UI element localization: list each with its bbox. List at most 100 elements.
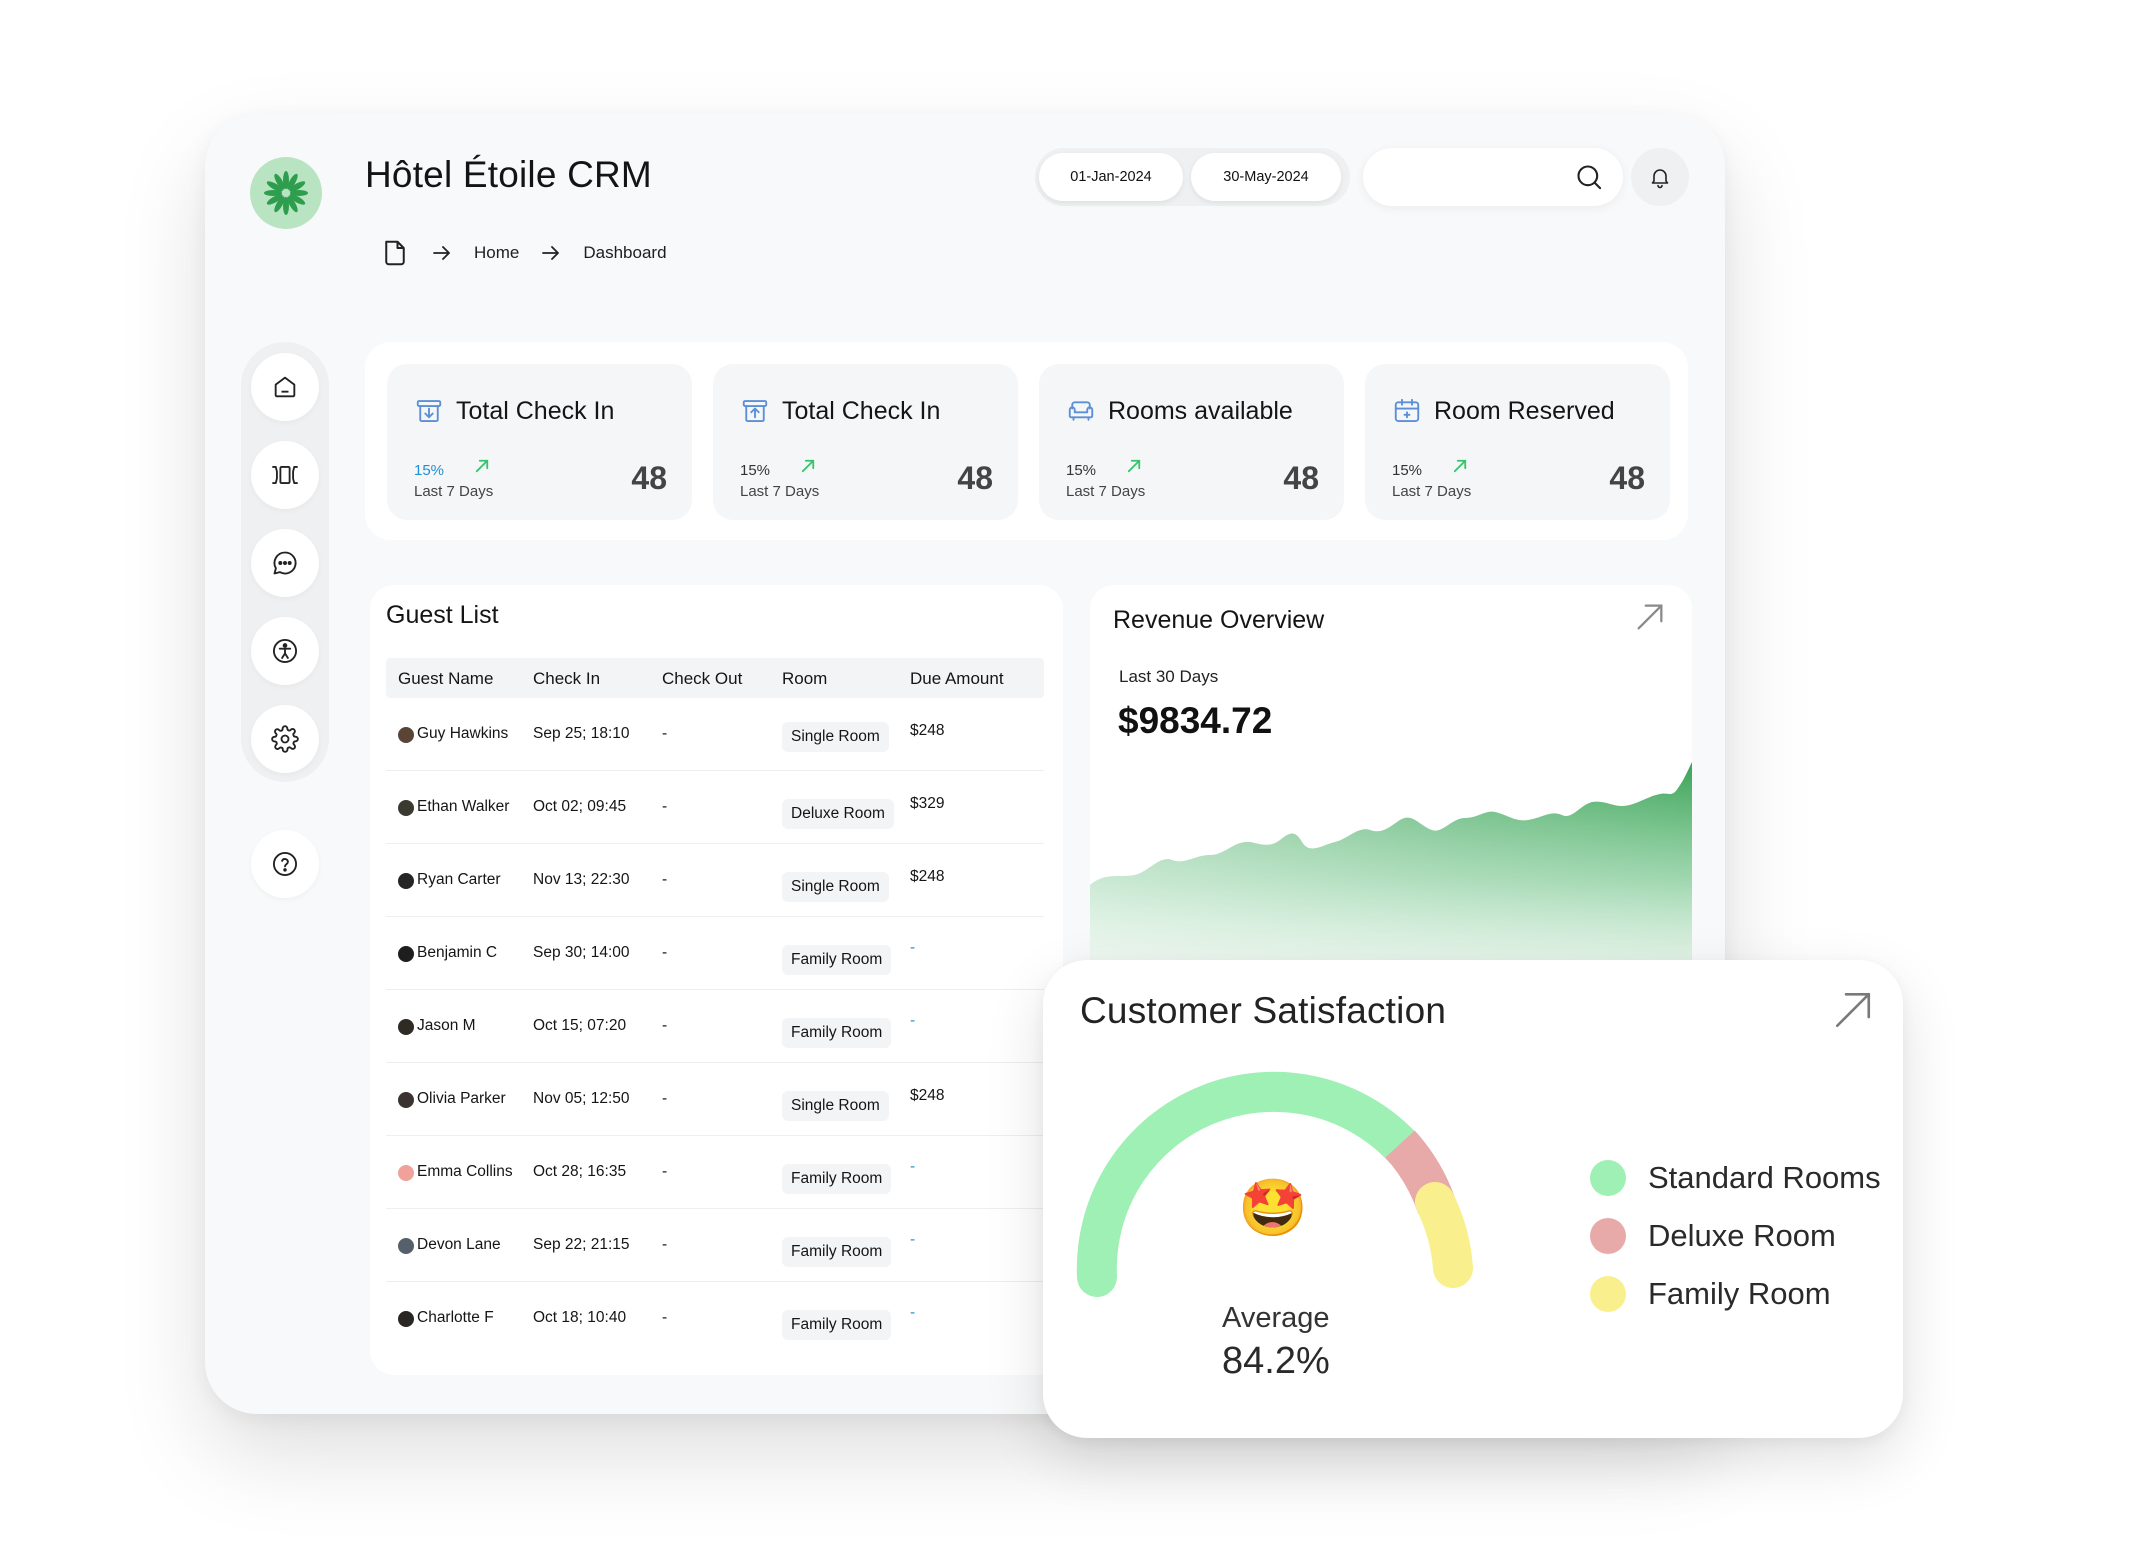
expand-arrow-icon[interactable] bbox=[1832, 989, 1874, 1031]
check-in-time: Sep 22; 21:15 bbox=[533, 1236, 630, 1253]
due-amount: $329 bbox=[910, 795, 945, 812]
table-row[interactable]: Ethan Walker Oct 02; 09:45 - Deluxe Room… bbox=[386, 771, 1044, 844]
trend-up-icon bbox=[801, 459, 815, 473]
check-in-icon bbox=[416, 400, 442, 422]
avatar bbox=[398, 1165, 414, 1181]
table-row[interactable]: Jason M Oct 15; 07:20 - Family Room - bbox=[386, 990, 1044, 1063]
table-row[interactable]: Guy Hawkins Sep 25; 18:10 - Single Room … bbox=[386, 698, 1044, 771]
check-out-time: - bbox=[662, 798, 668, 815]
stat-card-total-check-in-2[interactable]: Total Check In 15% Last 7 Days 48 bbox=[713, 364, 1018, 520]
guest-name: Ethan Walker bbox=[417, 798, 510, 815]
legend-dot bbox=[1590, 1218, 1626, 1254]
help-button[interactable] bbox=[251, 830, 319, 898]
trend-up-icon bbox=[475, 459, 489, 473]
column-header[interactable]: Room bbox=[782, 669, 828, 688]
column-header[interactable]: Check Out bbox=[662, 669, 743, 688]
room-badge: Single Room bbox=[782, 1091, 889, 1121]
table-row[interactable]: Charlotte F Oct 18; 10:40 - Family Room … bbox=[386, 1282, 1044, 1355]
date-range-picker: 01-Jan-2024 30-May-2024 bbox=[1035, 148, 1350, 206]
guest-list-panel bbox=[370, 585, 1063, 1375]
table-header: Guest Name Check In Check Out Room Due A… bbox=[386, 658, 1044, 698]
home-icon bbox=[274, 376, 296, 398]
app-title: Hôtel Étoile CRM bbox=[365, 154, 652, 195]
guest-list-title: Guest List bbox=[386, 601, 499, 629]
gauge-segment-standard bbox=[1076, 1071, 1425, 1297]
search-icon[interactable] bbox=[1575, 163, 1603, 191]
stat-percent: 15% bbox=[414, 462, 445, 479]
average-label: Average bbox=[1222, 1302, 1330, 1334]
trend-up-icon bbox=[1453, 459, 1467, 473]
star-eyes-emoji: 🤩 bbox=[1238, 1176, 1308, 1239]
table-row[interactable]: Benjamin C Sep 30; 14:00 - Family Room - bbox=[386, 917, 1044, 990]
expand-arrow-icon[interactable] bbox=[1633, 600, 1667, 634]
bell-icon bbox=[1651, 169, 1669, 189]
room-badge: Single Room bbox=[782, 872, 889, 902]
chat-icon bbox=[273, 551, 297, 575]
check-out-time: - bbox=[662, 725, 668, 742]
sofa-icon bbox=[1068, 401, 1094, 421]
stat-period: Last 7 Days bbox=[740, 483, 820, 500]
guest-name: Emma Collins bbox=[417, 1163, 513, 1180]
legend-dot bbox=[1590, 1276, 1626, 1312]
guest-name: Ryan Carter bbox=[417, 871, 501, 888]
stat-title: Rooms available bbox=[1108, 397, 1293, 425]
check-out-time: - bbox=[662, 1309, 668, 1326]
table-row[interactable]: Emma Collins Oct 28; 16:35 - Family Room… bbox=[386, 1136, 1044, 1209]
accessibility-icon bbox=[272, 638, 298, 664]
notifications-button[interactable] bbox=[1631, 148, 1689, 206]
due-amount: - bbox=[910, 1231, 916, 1248]
table-row[interactable]: Olivia Parker Nov 05; 12:50 - Single Roo… bbox=[386, 1063, 1044, 1136]
satisfaction-gauge bbox=[1076, 1071, 1473, 1297]
due-amount: $248 bbox=[910, 722, 945, 739]
sidebar-item-rooms[interactable] bbox=[251, 441, 319, 509]
room-badge: Family Room bbox=[782, 1164, 892, 1194]
sidebar-item-messages[interactable] bbox=[251, 529, 319, 597]
calendar-icon bbox=[1394, 398, 1420, 422]
stat-value: 48 bbox=[957, 460, 993, 496]
room-badge: Deluxe Room bbox=[782, 799, 894, 829]
room-badge: Family Room bbox=[782, 945, 892, 975]
column-header[interactable]: Due Amount bbox=[910, 669, 1004, 688]
avatar bbox=[398, 1092, 414, 1108]
stat-card-total-check-in[interactable]: Total Check In 15% Last 7 Days 48 bbox=[387, 364, 692, 520]
avatar bbox=[398, 1238, 414, 1254]
sidebar-item-settings[interactable] bbox=[251, 705, 319, 773]
check-out-time: - bbox=[662, 944, 668, 961]
end-date-button[interactable]: 30-May-2024 bbox=[1191, 153, 1341, 201]
breadcrumb: Home Dashboard bbox=[380, 238, 667, 268]
legend-item-family: Family Room bbox=[1590, 1276, 1831, 1312]
stat-title: Total Check In bbox=[782, 397, 941, 425]
revenue-title: Revenue Overview bbox=[1113, 606, 1325, 634]
stat-period: Last 7 Days bbox=[1066, 483, 1146, 500]
table-row[interactable]: Ryan Carter Nov 13; 22:30 - Single Room … bbox=[386, 844, 1044, 917]
avatar bbox=[398, 1019, 414, 1035]
search-input[interactable] bbox=[1383, 160, 1563, 194]
stat-period: Last 7 Days bbox=[414, 483, 494, 500]
avatar bbox=[398, 873, 414, 889]
guest-name: Charlotte F bbox=[417, 1309, 494, 1326]
stat-card-room-reserved[interactable]: Room Reserved 15% Last 7 Days 48 bbox=[1365, 364, 1670, 520]
check-in-time: Oct 02; 09:45 bbox=[533, 798, 627, 815]
help-icon bbox=[272, 851, 298, 877]
flower-logo-icon bbox=[264, 171, 308, 215]
sidebar-item-accessibility[interactable] bbox=[251, 617, 319, 685]
check-out-time: - bbox=[662, 1163, 668, 1180]
start-date-button[interactable]: 01-Jan-2024 bbox=[1039, 153, 1183, 201]
stat-card-rooms-available[interactable]: Rooms available 15% Last 7 Days 48 bbox=[1039, 364, 1344, 520]
file-icon[interactable] bbox=[380, 238, 410, 268]
guest-name: Guy Hawkins bbox=[417, 725, 509, 742]
check-out-time: - bbox=[662, 1017, 668, 1034]
breadcrumb-home[interactable]: Home bbox=[474, 243, 520, 262]
table-row[interactable]: Devon Lane Sep 22; 21:15 - Family Room - bbox=[386, 1209, 1044, 1282]
rooms-icon bbox=[272, 466, 298, 484]
legend-item-standard: Standard Rooms bbox=[1590, 1160, 1881, 1196]
column-header[interactable]: Check In bbox=[533, 669, 601, 688]
check-out-time: - bbox=[662, 871, 668, 888]
breadcrumb-current[interactable]: Dashboard bbox=[583, 243, 667, 262]
stat-value: 48 bbox=[631, 460, 667, 496]
column-header[interactable]: Guest Name bbox=[398, 669, 494, 688]
sidebar-item-home[interactable] bbox=[251, 353, 319, 421]
arrow-right-icon bbox=[433, 246, 450, 260]
revenue-period: Last 30 Days bbox=[1119, 667, 1219, 686]
